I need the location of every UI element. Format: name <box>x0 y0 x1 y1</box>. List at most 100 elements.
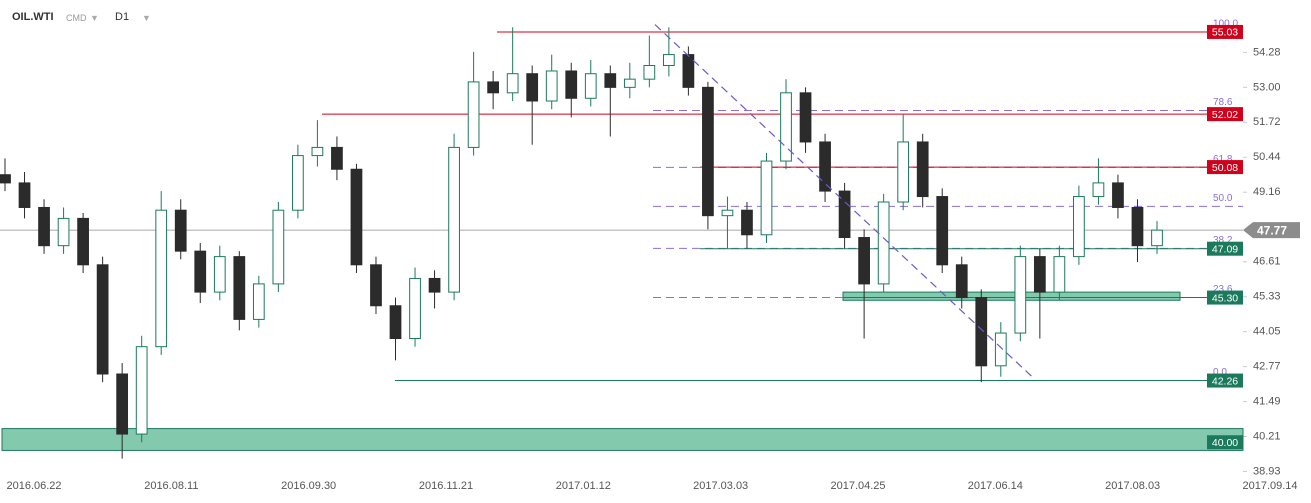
x-tick-label: 2017.09.14 <box>1242 480 1297 492</box>
level-tag <box>1207 373 1243 388</box>
level-tag <box>1207 24 1243 39</box>
x-tick-label: 2017.06.14 <box>968 480 1023 492</box>
y-tick-label: 42.77 <box>1253 361 1281 373</box>
candle-body <box>0 174 11 184</box>
candle-body <box>819 141 831 192</box>
candle-body <box>272 209 285 285</box>
candle-body <box>662 54 675 67</box>
candle-body <box>174 209 187 252</box>
candle-body <box>545 70 558 102</box>
level-label: 55.03 <box>1212 27 1238 39</box>
candle-body <box>252 283 265 320</box>
x-tick-label: 2016.09.30 <box>281 480 336 492</box>
x-tick-label: 2016.11.21 <box>419 480 473 492</box>
candle-body <box>155 209 168 348</box>
y-tick-label: 40.21 <box>1253 430 1281 442</box>
candle-body <box>311 146 324 157</box>
level-label: 45.30 <box>1212 292 1238 304</box>
candle-body <box>233 256 246 320</box>
candle-body <box>448 146 460 293</box>
candle-body <box>1131 206 1144 247</box>
x-tick-label: 2017.08.03 <box>1105 480 1160 492</box>
level-tag <box>1207 435 1243 450</box>
market[interactable]: CMD <box>66 13 87 23</box>
candle-body <box>975 297 988 367</box>
candle-body <box>1112 182 1124 208</box>
y-tick-label: 53.00 <box>1253 81 1281 93</box>
fib-ratio: 100.0 <box>1213 19 1238 30</box>
y-tick-label: 50.44 <box>1253 151 1281 163</box>
candle-body <box>877 201 890 285</box>
candle-body <box>389 305 402 340</box>
y-tick-label: 46.61 <box>1253 256 1281 268</box>
trendline <box>654 24 1036 380</box>
candle-body <box>623 78 636 88</box>
current-price-label: 47.77 <box>1257 223 1287 237</box>
dropdown-caret[interactable]: ▼ <box>142 13 151 23</box>
candle-body <box>721 209 734 217</box>
level-label: 40.00 <box>1212 437 1238 449</box>
candle-body <box>428 277 441 293</box>
candle-body <box>1053 256 1066 293</box>
candle-body <box>780 92 792 162</box>
y-tick-label: 44.05 <box>1253 326 1281 338</box>
candle-body <box>467 81 480 148</box>
level-tag <box>1207 241 1243 256</box>
candle-body <box>57 217 70 247</box>
level-label: 47.09 <box>1212 243 1238 255</box>
candle-body <box>1014 256 1027 334</box>
level-label: 52.02 <box>1212 109 1238 121</box>
y-tick-label: 45.33 <box>1253 291 1281 303</box>
x-tick-label: 2017.04.25 <box>830 480 885 492</box>
level-tag <box>1207 290 1243 305</box>
y-tick-label: 49.16 <box>1253 186 1281 198</box>
candle-body <box>506 73 519 94</box>
zone <box>842 291 1181 301</box>
candle-body <box>77 217 89 266</box>
candle-body <box>116 373 129 435</box>
y-tick-label: 41.49 <box>1253 395 1281 407</box>
candle-body <box>702 86 714 217</box>
fib-ratio: 50.0 <box>1213 193 1233 204</box>
x-tick-label: 2017.01.12 <box>556 480 611 492</box>
candle-body <box>565 70 578 99</box>
candle-body <box>1073 196 1085 258</box>
level-label: 50.08 <box>1212 162 1238 174</box>
candle-body <box>370 264 382 307</box>
x-tick-label: 2017.03.03 <box>693 480 748 492</box>
y-tick-label: 51.72 <box>1253 116 1281 128</box>
interval[interactable]: D1 <box>115 11 130 23</box>
candle-body <box>936 196 949 266</box>
candle-body <box>584 73 597 99</box>
level-label: 42.26 <box>1212 375 1238 387</box>
candle-body <box>682 54 695 88</box>
zone <box>1 428 1244 451</box>
y-tick-label: 54.28 <box>1253 46 1281 58</box>
candle-body <box>643 65 656 80</box>
dropdown-caret[interactable]: ▼ <box>90 13 99 23</box>
candle-body <box>897 141 910 203</box>
candle-body <box>292 155 304 211</box>
candle-body <box>38 206 50 247</box>
level-tag <box>1207 160 1243 175</box>
candle-body <box>350 168 363 266</box>
candle-body <box>135 346 148 435</box>
candle-body <box>760 160 773 236</box>
y-tick-label: 38.93 <box>1253 465 1281 477</box>
candle-body <box>1151 229 1163 247</box>
current-price-tag <box>1243 222 1300 239</box>
candle-body <box>799 92 812 143</box>
candle-body <box>994 332 1007 367</box>
candle-body <box>213 256 226 293</box>
fib-ratio: 61.8 <box>1213 154 1233 165</box>
candle-body <box>194 250 207 293</box>
candle-body <box>838 190 851 238</box>
candle-body <box>858 237 870 285</box>
candle-body <box>96 264 109 375</box>
level-tag <box>1207 107 1243 122</box>
symbol[interactable]: OIL.WTI <box>12 11 54 23</box>
x-tick-label: 2016.08.11 <box>144 480 198 492</box>
x-tick-label: 2016.06.22 <box>6 480 61 492</box>
